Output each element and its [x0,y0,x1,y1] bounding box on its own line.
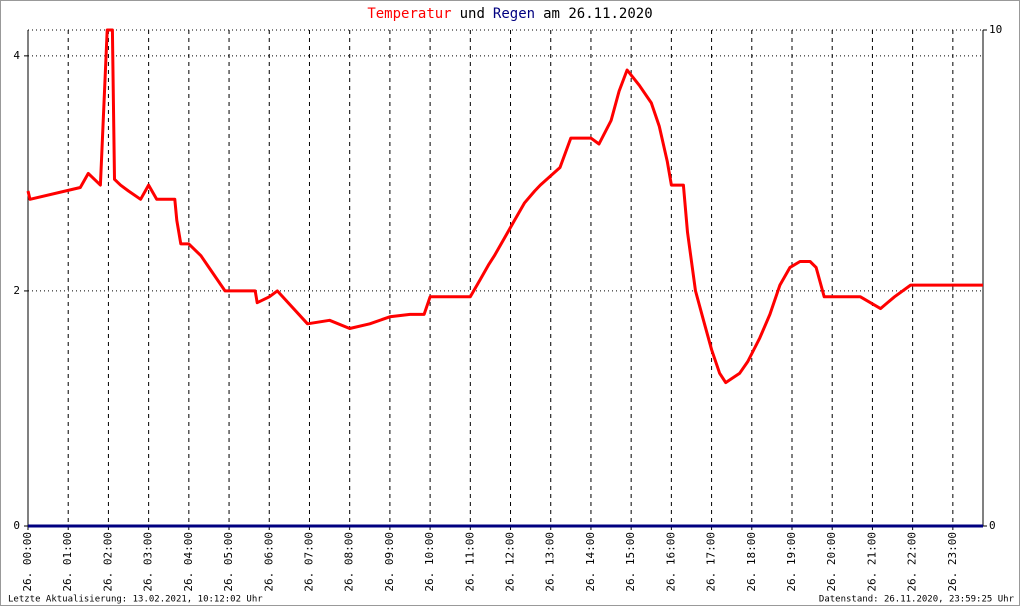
x-tick-label: 26. 20:00 [825,532,838,592]
plot-area [28,30,983,526]
x-tick-label: 26. 21:00 [865,532,878,592]
x-tick-label: 26. 19:00 [785,532,798,592]
y-tick-label: 4 [13,49,20,62]
x-tick-label: 26. 02:00 [101,532,114,592]
x-tick-label: 26. 01:00 [61,532,74,592]
x-tick-label: 26. 04:00 [182,532,195,592]
series-line [26,28,983,385]
title-part: am 26.11.2020 [543,6,653,22]
x-tick-label: 26. 03:00 [142,532,155,592]
title-part: Regen [493,6,535,22]
x-tick-label: 26. 09:00 [383,532,396,592]
title-part: und [460,6,485,22]
x-tick-label: 26. 05:00 [222,532,235,592]
x-tick-label: 26. 06:00 [262,532,275,592]
x-tick-label: 26. 10:00 [423,532,436,592]
title-part: Temperatur [367,6,451,22]
x-tick-label: 26. 13:00 [544,532,557,592]
chart-title: Temperatur und Regen am 26.11.2020 [367,6,652,22]
y2-tick-label: 10 [989,23,1002,36]
y-tick-label: 2 [13,284,20,297]
x-tick-label: 26. 12:00 [504,532,517,592]
x-tick-label: 26. 08:00 [343,532,356,592]
x-tick-label: 26. 00:00 [21,532,34,592]
x-tick-label: 26. 16:00 [664,532,677,592]
footer-right: Datenstand: 26.11.2020, 23:59:25 Uhr [819,595,1015,605]
x-tick-label: 26. 18:00 [745,532,758,592]
x-tick-label: 26. 15:00 [624,532,637,592]
x-tick-label: 26. 14:00 [584,532,597,592]
x-tick-label: 26. 22:00 [906,532,919,592]
x-tick-label: 26. 11:00 [463,532,476,592]
y2-tick-label: 0 [989,519,996,532]
x-tick-label: 26. 17:00 [705,532,718,592]
x-tick-label: 26. 07:00 [302,532,315,592]
y-tick-label: 0 [13,519,20,532]
x-tick-label: 26. 23:00 [946,532,959,592]
footer-left: Letzte Aktualisierung: 13.02.2021, 10:12… [8,595,263,605]
